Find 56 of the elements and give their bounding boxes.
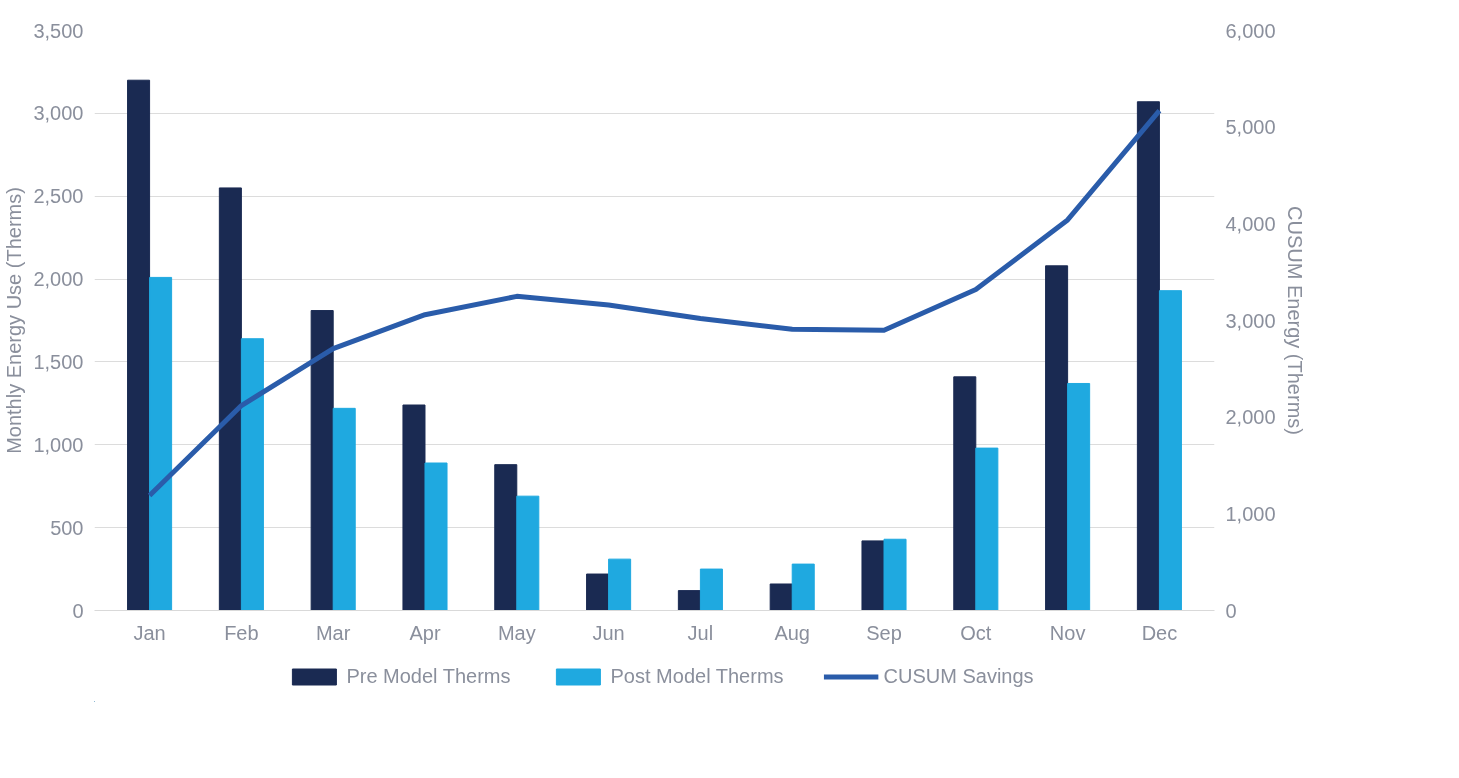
x-tick-label: Jul (687, 621, 714, 644)
bar (149, 276, 173, 611)
bar (1067, 382, 1091, 611)
x-tick-label: Sep (866, 621, 902, 644)
x-tick-label: Feb (224, 621, 259, 644)
y-tick-label: 2,500 (33, 185, 84, 208)
bar (240, 338, 264, 611)
y-tick-label: 3,000 (33, 102, 84, 125)
bar (791, 563, 815, 611)
y-tick-label: 1,000 (33, 433, 84, 456)
bar (677, 590, 701, 611)
x-tick-label: Oct (960, 621, 992, 644)
y-tick-label: 2,000 (33, 268, 84, 291)
y2-tick-label: 5,000 (1225, 116, 1276, 139)
y2-tick-label: 1,000 (1225, 502, 1276, 525)
bar (424, 462, 448, 611)
bar (218, 187, 242, 611)
y2-tick-label: 4,000 (1225, 212, 1276, 235)
bar (586, 573, 610, 611)
legend-label: Pre Model Therms (346, 664, 511, 688)
x-tick-label: Dec (1141, 621, 1178, 644)
bar (769, 583, 793, 611)
x-tick-label: Nov (1049, 621, 1086, 644)
y2-tick-label: 0 (1225, 599, 1237, 622)
bar (608, 558, 632, 611)
x-tick-label: May (497, 621, 536, 644)
x-tick-label: Aug (774, 621, 811, 644)
y-tick-label: 500 (50, 516, 84, 539)
bar (861, 540, 885, 611)
bar (1136, 101, 1160, 611)
y-tick-label: 3,500 (33, 19, 84, 42)
bar (332, 407, 356, 611)
x-tick-label: Jan (133, 621, 166, 644)
bar (494, 464, 518, 611)
bar (883, 538, 907, 611)
y2-tick-label: 6,000 (1225, 19, 1276, 42)
y-tick-label: 0 (72, 599, 84, 622)
bar (516, 495, 540, 611)
bar (402, 404, 426, 611)
legend-label: CUSUM Savings (883, 664, 1034, 688)
y2-tick-label: 2,000 (1225, 406, 1276, 429)
bar (1045, 265, 1069, 611)
bar (310, 310, 334, 611)
bar (127, 79, 151, 611)
bar (699, 568, 723, 611)
legend-label: Post Model Therms (610, 664, 784, 688)
bar (1158, 290, 1182, 611)
bar (975, 447, 999, 611)
x-tick-label: Mar (315, 621, 351, 644)
x-tick-label: Jun (592, 621, 625, 644)
y2-tick-label: 3,000 (1225, 309, 1276, 332)
y-axis-title: Monthly Energy Use (Therms) (3, 187, 26, 454)
x-tick-label: Apr (409, 621, 441, 644)
y-tick-label: 1,500 (33, 350, 84, 373)
bar (953, 376, 977, 611)
y2-axis-title: CUSUM Energy (Therms) (1283, 206, 1306, 435)
